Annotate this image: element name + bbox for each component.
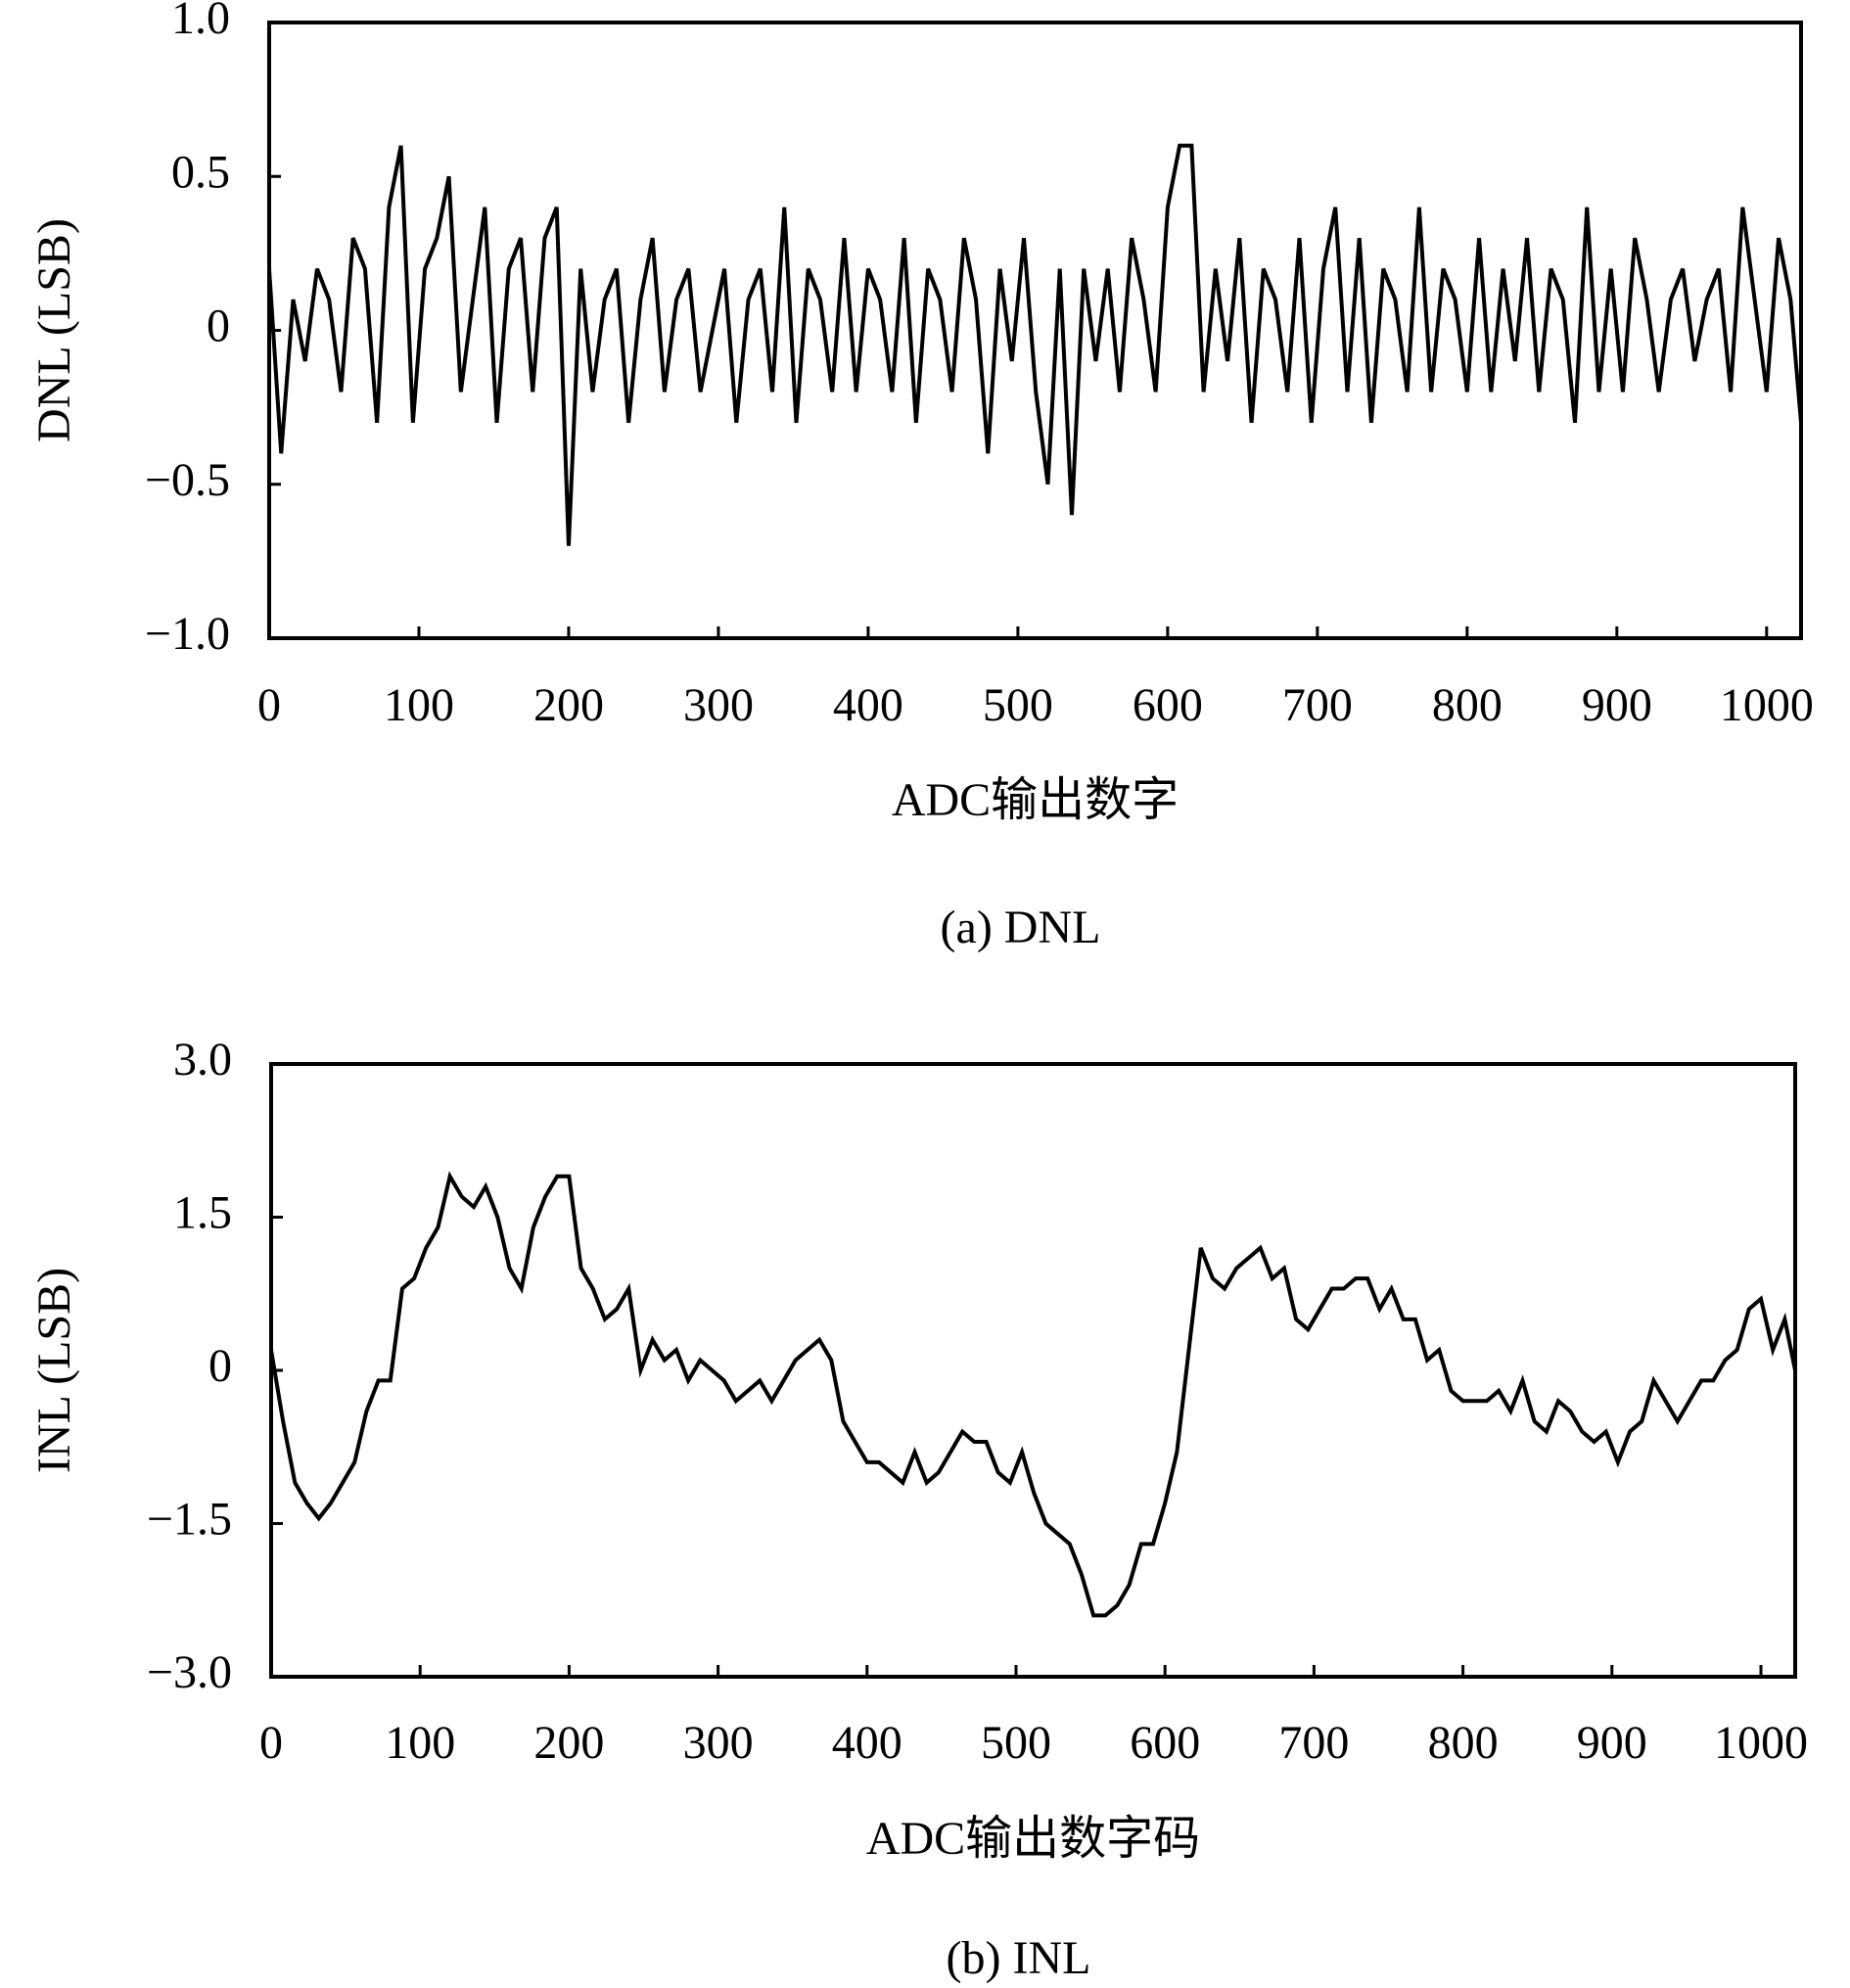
y-tick-label: 0	[208, 1340, 232, 1392]
y-tick-label: −1.5	[147, 1494, 232, 1546]
x-tick-label: 300	[683, 679, 754, 731]
caption: (b) INL	[947, 1932, 1091, 1984]
x-tick-label: 400	[832, 1717, 902, 1769]
x-tick-label: 600	[1130, 1717, 1200, 1769]
plot-frame	[269, 1062, 1797, 1679]
x-axis-label: ADC输出数字码	[866, 1813, 1200, 1865]
x-tick-label: 900	[1582, 679, 1652, 731]
x-tick-label: 900	[1577, 1717, 1647, 1769]
x-tick-label: 100	[384, 679, 454, 731]
x-tick-label: 500	[983, 679, 1053, 731]
y-tick-label: −1.0	[145, 608, 230, 660]
y-tick-label: 3.0	[173, 1034, 232, 1086]
x-tick-label: 700	[1282, 679, 1353, 731]
y-axis-label: DNL (LSB)	[28, 218, 80, 442]
y-tick-label: 0.5	[171, 146, 230, 198]
x-tick-label: 700	[1278, 1717, 1349, 1769]
x-tick-label: 600	[1133, 679, 1203, 731]
x-tick-label: 200	[533, 1717, 604, 1769]
y-axis-label: INL (LSB)	[28, 1268, 80, 1473]
y-tick-label: 1.5	[173, 1187, 232, 1239]
x-tick-label: 400	[833, 679, 903, 731]
x-tick-label: 300	[683, 1717, 754, 1769]
y-tick-label: 0	[207, 301, 230, 352]
x-axis-label: ADC输出数字	[892, 774, 1179, 826]
x-tick-label: 1000	[1720, 679, 1814, 731]
x-tick-label: 800	[1432, 679, 1503, 731]
data-line	[267, 143, 1803, 546]
x-tick-label: 200	[533, 679, 604, 731]
x-tick-label: 800	[1428, 1717, 1499, 1769]
y-tick-label: −3.0	[147, 1646, 232, 1698]
plot-frame	[267, 21, 1803, 640]
x-tick-label: 0	[257, 679, 281, 731]
y-tick-label: −0.5	[145, 454, 230, 506]
data-line	[269, 1171, 1797, 1618]
x-tick-label: 0	[259, 1717, 283, 1769]
x-tick-label: 500	[981, 1717, 1051, 1769]
x-tick-label: 1000	[1714, 1717, 1808, 1769]
x-tick-label: 100	[385, 1717, 455, 1769]
caption: (a) DNL	[941, 902, 1101, 953]
y-tick-label: 1.0	[171, 0, 230, 44]
